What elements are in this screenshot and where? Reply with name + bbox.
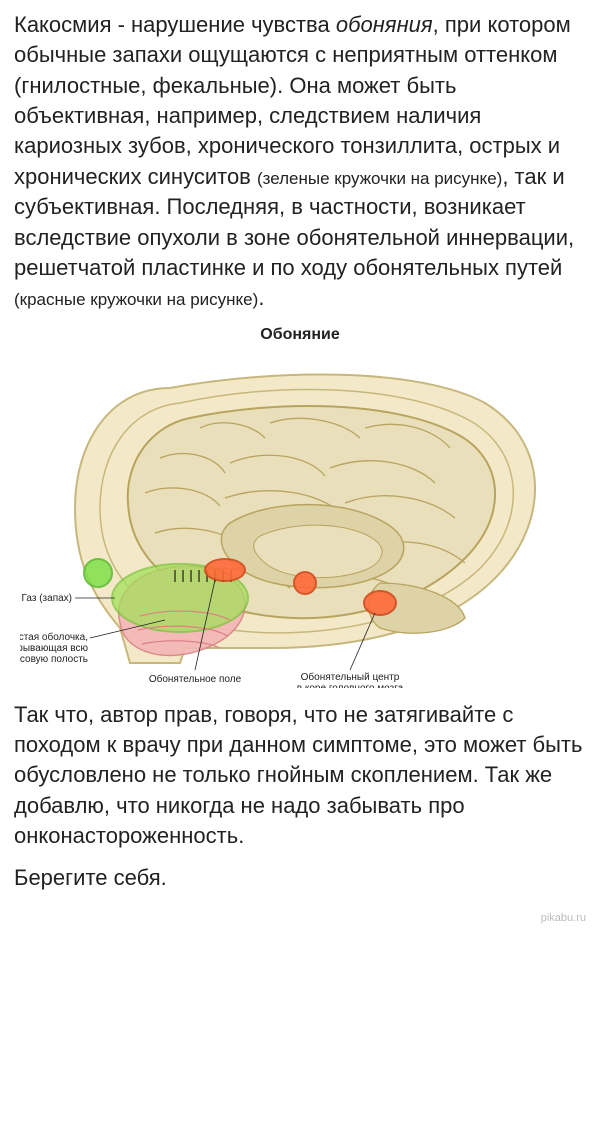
para1-seg4: . bbox=[258, 285, 264, 310]
label-field: Обонятельное поле bbox=[149, 673, 242, 685]
red-dot-icon bbox=[364, 591, 396, 615]
label-mucosa: носовую полость bbox=[20, 654, 88, 665]
anatomy-image: Обоняние Газ (запах) Слизистая оболочка,п… bbox=[14, 326, 586, 688]
para1-seg2: , при котором обычные запахи ощущаются с… bbox=[14, 12, 571, 189]
label-mucosa: Слизистая оболочка, bbox=[20, 631, 88, 643]
label-mucosa: покрывающая всю bbox=[20, 643, 88, 654]
label-center: Обонятельный центр bbox=[301, 671, 400, 683]
image-title: Обоняние bbox=[14, 326, 586, 344]
paragraph-2: Так что, автор прав, говоря, что не затя… bbox=[14, 700, 586, 852]
red-dot-icon bbox=[294, 572, 316, 594]
para1-small1: (зеленые кружочки на рисунке) bbox=[257, 169, 502, 188]
green-dot-icon bbox=[84, 559, 112, 587]
paragraph-3: Берегите себя. bbox=[14, 863, 586, 893]
document-container: Какосмия - нарушение чувства обоняния, п… bbox=[0, 0, 600, 938]
label-gas: Газ (запах) bbox=[22, 593, 72, 604]
red-dot-icon bbox=[205, 559, 245, 581]
paragraph-1: Какосмия - нарушение чувства обоняния, п… bbox=[14, 10, 586, 314]
label-center: в коре головного мозга bbox=[297, 683, 404, 688]
watermark: pikabu.ru bbox=[14, 906, 586, 924]
anatomy-svg: Газ (запах) Слизистая оболочка,покрывающа… bbox=[20, 348, 580, 688]
para1-seg1: Какосмия - нарушение чувства bbox=[14, 12, 336, 37]
para1-italic: обоняния bbox=[336, 12, 433, 37]
para1-small2: (красные кружочки на рисунке) bbox=[14, 290, 258, 309]
